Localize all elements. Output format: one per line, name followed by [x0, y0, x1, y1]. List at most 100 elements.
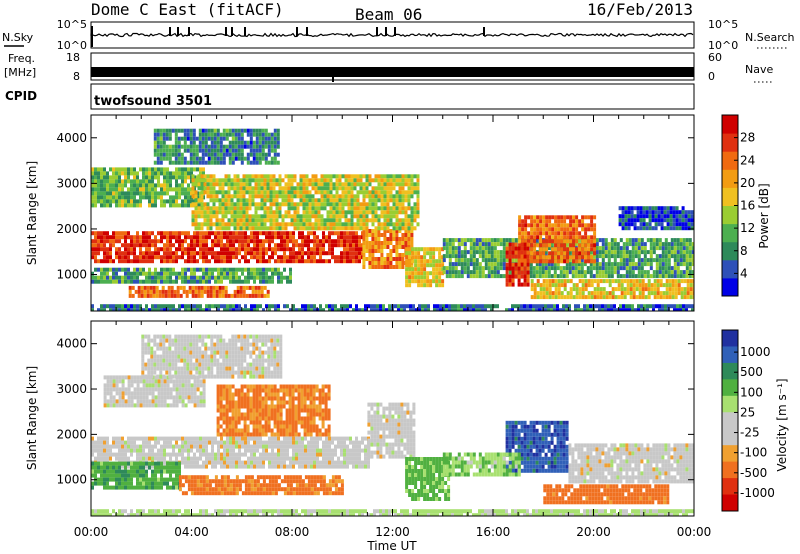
range-cell — [335, 214, 339, 219]
range-cell — [682, 238, 686, 243]
range-cell — [127, 456, 130, 461]
range-cell — [365, 222, 369, 227]
range-cell — [472, 262, 476, 267]
range-cell — [335, 210, 339, 215]
range-cell — [605, 279, 609, 284]
range-cell — [557, 231, 561, 236]
range-cell — [231, 148, 235, 153]
range-cell — [679, 242, 683, 247]
range-cell — [463, 242, 467, 247]
range-cell — [633, 206, 637, 211]
range-cell — [331, 239, 334, 244]
range-cell — [165, 132, 169, 137]
range-cell — [416, 194, 420, 199]
range-cell — [172, 271, 175, 276]
range-cell — [276, 144, 280, 149]
range-cell — [276, 132, 280, 137]
range-cell — [565, 270, 569, 275]
range-cell — [112, 259, 115, 264]
range-cell — [181, 171, 184, 176]
range-cell — [248, 293, 252, 298]
range-cell — [514, 246, 518, 251]
range-cell — [160, 167, 163, 172]
range-cell — [175, 271, 178, 276]
range-cell — [156, 156, 160, 161]
range-cell — [475, 270, 479, 275]
range-cell — [362, 245, 366, 249]
range-cell — [248, 222, 252, 227]
range-cell — [302, 174, 306, 179]
range-cell — [257, 182, 261, 187]
range-cell — [115, 171, 118, 176]
range-cell — [172, 255, 175, 260]
range-cell — [175, 171, 178, 176]
range-cell — [225, 132, 229, 137]
range-cell — [235, 279, 238, 284]
range-cell — [277, 235, 280, 240]
range-cell — [377, 226, 381, 231]
range-cell — [590, 239, 594, 244]
range-cell — [91, 440, 94, 445]
range-cell — [679, 270, 683, 275]
range-cell — [218, 226, 222, 231]
range-cell — [407, 226, 411, 231]
range-cell — [153, 140, 157, 145]
range-cell — [271, 275, 274, 280]
range-cell — [112, 452, 115, 457]
range-cell — [487, 246, 491, 251]
range-cell — [407, 241, 411, 245]
range-cell — [165, 152, 169, 157]
range-cell — [187, 235, 190, 240]
range-cell — [163, 191, 166, 196]
range-cell — [383, 233, 387, 237]
range-cell — [166, 191, 169, 196]
range-cell — [163, 203, 166, 208]
range-cell — [666, 210, 670, 215]
range-cell — [328, 231, 331, 236]
range-cell — [239, 214, 243, 219]
range-cell — [559, 274, 563, 279]
range-cell — [206, 202, 210, 207]
range-cell — [182, 289, 186, 294]
range-cell — [168, 156, 172, 161]
range-cell — [157, 308, 160, 311]
range-cell — [284, 222, 288, 227]
range-cell — [139, 448, 142, 453]
range-cell — [94, 187, 97, 192]
range-cell — [410, 233, 414, 237]
range-cell — [287, 194, 291, 199]
range-cell — [389, 257, 393, 261]
range-cell — [305, 178, 309, 183]
range-cell — [563, 279, 567, 284]
range-cell — [191, 194, 195, 199]
range-cell — [252, 144, 256, 149]
range-cell — [145, 195, 148, 200]
range-cell — [169, 179, 172, 184]
range-cell — [487, 250, 491, 255]
range-cell — [441, 283, 445, 288]
range-cell — [265, 267, 268, 272]
range-cell — [554, 239, 558, 244]
range-cell — [218, 222, 222, 227]
range-cell — [177, 128, 181, 133]
range-cell — [389, 214, 393, 219]
range-cell — [127, 440, 130, 445]
range-cell — [666, 214, 670, 219]
range-cell — [371, 261, 375, 265]
range-cell — [158, 289, 162, 294]
range-cell — [460, 250, 464, 255]
range-cell — [166, 171, 169, 176]
range-cell — [356, 210, 360, 215]
range-cell — [329, 198, 333, 203]
range-cell — [620, 295, 624, 300]
range-cell — [287, 214, 291, 219]
range-cell — [408, 283, 412, 288]
range-cell — [317, 226, 321, 231]
range-cell — [688, 270, 692, 275]
range-cell — [181, 243, 184, 248]
range-cell — [314, 174, 318, 179]
range-cell — [405, 275, 409, 280]
range-cell — [152, 285, 156, 290]
range-cell — [193, 243, 196, 248]
range-cell — [182, 285, 186, 290]
